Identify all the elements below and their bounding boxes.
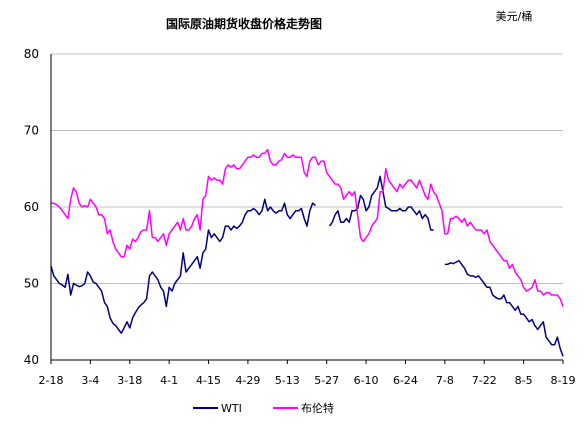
y-tick-label: 60: [24, 200, 39, 214]
x-tick-label: 2-18: [39, 374, 64, 387]
series-line-brent: [51, 148, 564, 307]
series-line-wti: [328, 175, 434, 231]
legend-label-wti: WTI: [221, 402, 242, 415]
x-tick-label: 7-8: [436, 374, 454, 387]
grid-lines: [51, 53, 563, 284]
x-tick-label: 3-18: [117, 374, 142, 387]
series-lines: [50, 148, 564, 357]
y-tick-label: 70: [24, 124, 39, 138]
x-tick-label: 7-22: [472, 374, 497, 387]
series-line-wti: [50, 198, 316, 334]
legend: WTI 布伦特: [193, 401, 334, 415]
y-tick-label: 80: [24, 47, 39, 61]
unit-label: 美元/桶: [496, 9, 533, 23]
y-axis-ticks: 40 50 60 70 80: [24, 47, 39, 367]
legend-label-brent: 布伦特: [301, 401, 334, 415]
series-line-wti: [444, 259, 564, 357]
x-tick-label: 8-5: [515, 374, 533, 387]
x-tick-label: 4-15: [196, 374, 221, 387]
x-tick-label: 4-29: [235, 374, 260, 387]
x-tick-label: 6-10: [354, 374, 379, 387]
x-tick-label: 6-24: [393, 374, 418, 387]
x-tick-label: 3-4: [81, 374, 99, 387]
x-tick-label: 5-27: [314, 374, 339, 387]
x-tick-label: 5-13: [275, 374, 300, 387]
y-tick-label: 50: [24, 277, 39, 291]
x-tick-label: 8-19: [551, 374, 576, 387]
x-tick-label: 4-1: [160, 374, 178, 387]
x-axis-ticks: 2-18 3-4 3-18 4-1 4-15 4-29 5-13 5-27 6-10 6-24 7-…: [39, 360, 576, 387]
axes: [50, 54, 563, 361]
chart-title: 国际原油期货收盘价格走势图: [166, 16, 322, 31]
y-tick-label: 40: [24, 353, 39, 367]
